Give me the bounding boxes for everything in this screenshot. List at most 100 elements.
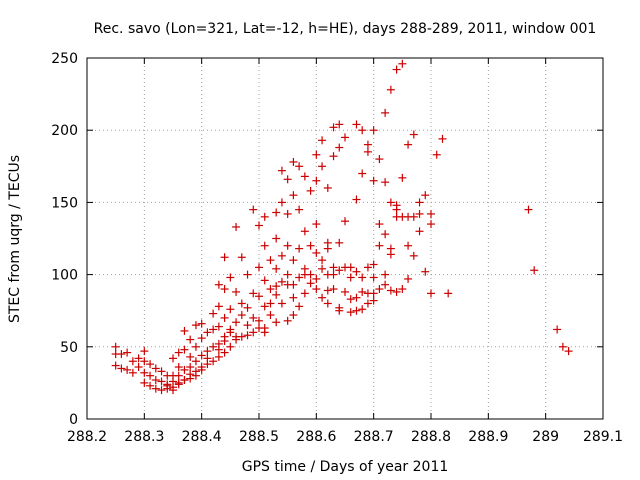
x-tick-label: 288.9 — [468, 429, 508, 445]
data-point — [381, 230, 390, 239]
data-point — [363, 263, 372, 272]
data-point — [123, 365, 132, 374]
data-point — [375, 285, 384, 294]
data-point — [329, 263, 338, 272]
data-point — [123, 348, 132, 357]
y-tick-label: 250 — [51, 51, 78, 67]
data-point — [300, 227, 309, 236]
data-point — [530, 266, 539, 275]
data-point — [381, 270, 390, 279]
data-point — [415, 227, 424, 236]
data-point — [249, 205, 258, 214]
data-point — [186, 352, 195, 361]
data-point — [260, 276, 269, 285]
data-point — [398, 59, 407, 68]
x-tick-label: 288.8 — [411, 429, 451, 445]
data-point — [272, 234, 281, 243]
data-point — [381, 108, 390, 117]
data-point — [386, 85, 395, 94]
data-point — [186, 363, 195, 372]
data-point — [352, 293, 361, 302]
data-point — [346, 273, 355, 282]
data-point — [169, 354, 177, 363]
data-point — [352, 195, 361, 204]
data-point — [352, 267, 361, 276]
data-point — [140, 368, 149, 377]
data-point — [363, 147, 372, 156]
data-point — [409, 130, 418, 139]
data-point — [197, 363, 206, 372]
data-point — [277, 251, 286, 260]
data-point — [140, 347, 149, 356]
data-point — [398, 285, 407, 294]
y-tick-label: 0 — [69, 412, 78, 428]
data-point — [163, 381, 172, 390]
data-point — [214, 280, 223, 289]
data-point — [214, 322, 223, 331]
data-point — [214, 352, 223, 361]
data-point — [386, 244, 395, 253]
data-point — [260, 328, 269, 337]
data-point — [300, 270, 309, 279]
data-point — [306, 186, 315, 195]
data-point — [335, 238, 344, 247]
data-point — [203, 328, 212, 337]
data-point — [421, 267, 430, 276]
data-point — [415, 209, 424, 218]
data-point — [260, 302, 269, 311]
data-point — [243, 270, 252, 279]
data-point — [553, 325, 562, 334]
data-point — [409, 212, 418, 221]
data-point — [386, 198, 395, 207]
data-point — [323, 286, 332, 295]
data-point — [329, 285, 338, 294]
data-point — [191, 321, 200, 330]
data-point — [226, 328, 235, 337]
grid-lines — [87, 58, 603, 419]
data-point — [237, 253, 246, 262]
data-point — [369, 296, 378, 305]
data-point — [283, 241, 292, 250]
data-point — [289, 191, 298, 200]
data-point — [180, 365, 189, 374]
data-point — [186, 370, 195, 379]
data-point — [232, 222, 241, 231]
data-point — [295, 205, 304, 214]
data-point — [186, 335, 195, 344]
data-point — [398, 173, 407, 182]
axis-ticks — [86, 57, 604, 420]
data-point — [220, 253, 229, 262]
data-point — [232, 332, 241, 341]
data-point — [295, 162, 304, 171]
data-point — [255, 292, 263, 301]
data-point — [352, 306, 361, 315]
x-tick-label: 289.1 — [583, 429, 623, 445]
data-point — [329, 152, 338, 161]
data-point — [295, 273, 304, 282]
data-point — [260, 241, 269, 250]
data-point — [404, 140, 413, 149]
data-point — [409, 251, 418, 260]
data-point — [318, 136, 327, 145]
data-point — [375, 241, 384, 250]
data-point — [226, 273, 235, 282]
data-point — [312, 285, 321, 294]
x-tick-labels: 288.2 288.3 288.4 288.5 288.6 288.7 288.8 288.9… — [67, 429, 623, 445]
data-point — [341, 287, 349, 296]
data-point — [318, 162, 327, 171]
data-point — [146, 360, 155, 369]
data-point — [277, 198, 286, 207]
data-point — [209, 325, 218, 334]
data-point — [358, 287, 367, 296]
data-point — [369, 176, 378, 185]
data-point — [289, 256, 298, 265]
x-tick-label: 288.3 — [124, 429, 164, 445]
data-point — [369, 260, 378, 269]
data-point — [283, 280, 292, 289]
data-point — [329, 270, 338, 279]
data-point — [346, 308, 355, 317]
data-point — [255, 221, 263, 230]
plot-frame — [86, 57, 604, 420]
data-point — [180, 345, 189, 354]
